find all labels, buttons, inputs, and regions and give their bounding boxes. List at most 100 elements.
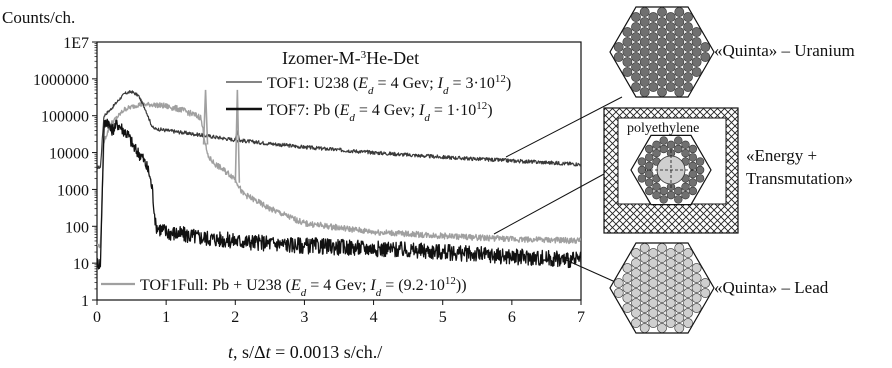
fuel-rod	[657, 323, 667, 333]
fuel-rod	[683, 52, 693, 62]
fuel-rod	[695, 165, 705, 175]
label-energy-transmutation-2: Transmutation»	[746, 169, 853, 188]
fuel-rod	[644, 153, 654, 162]
pointer-lead	[565, 259, 623, 286]
legend-tof1: TOF1: U238 (Ed = 4 Gev; Id = 3·1012)	[267, 73, 511, 97]
fuel-rod	[681, 191, 690, 200]
fuel-rod	[665, 82, 676, 92]
fuel-rod	[622, 303, 633, 313]
fuel-rod	[657, 243, 667, 253]
fuel-rod	[622, 273, 633, 283]
fuel-rod	[665, 308, 676, 318]
fuel-rod	[648, 42, 659, 52]
fuel-rod	[657, 57, 667, 67]
fuel-rod	[674, 67, 685, 77]
spike-2	[234, 89, 241, 183]
fuel-rod	[657, 17, 667, 27]
fuel-rod	[681, 140, 690, 150]
fuel-rod	[639, 313, 650, 323]
label-quinta-lead: «Quinta» – Lead	[714, 278, 829, 297]
fuel-rod	[665, 52, 676, 62]
fuel-rod	[659, 144, 668, 154]
fuel-rod	[657, 7, 667, 17]
y-axis-label: Counts/ch.	[2, 8, 75, 27]
fuel-rod	[674, 323, 685, 333]
fuel-rod	[691, 27, 702, 37]
fuel-rod	[665, 278, 676, 288]
fuel-rod	[613, 52, 624, 62]
fuel-rod	[631, 248, 641, 258]
fuel-rod	[683, 62, 693, 72]
fuel-rod	[695, 174, 705, 183]
fuel-rod	[681, 182, 690, 192]
spike-0	[202, 89, 209, 145]
fuel-rod	[666, 191, 676, 200]
fuel-rod	[652, 191, 661, 200]
x-ticks: 0 1 2 3 4 5 6 7	[93, 300, 585, 326]
series-line-0	[97, 90, 581, 170]
fuel-rod	[657, 303, 667, 313]
fuel-rod	[691, 37, 702, 47]
fuel-rod	[639, 37, 650, 47]
x-tick-label: 6	[508, 309, 516, 326]
quinta-lead-diagram	[609, 242, 715, 334]
label-quinta-uranium: «Quinta» – Uranium	[714, 41, 855, 60]
fuel-rod	[674, 57, 685, 67]
fuel-rod	[639, 293, 650, 303]
fuel-rod	[674, 27, 685, 37]
fuel-rod	[644, 178, 654, 187]
fuel-rod	[657, 87, 667, 97]
fuel-rod	[644, 170, 654, 179]
legend-tof1full-name: TOF1Full: Pb + U238	[140, 277, 282, 294]
fuel-rod	[700, 288, 711, 298]
legend-tof1-name: TOF1: U238	[267, 75, 349, 92]
fuel-rod	[665, 32, 676, 42]
x-tick-label: 1	[162, 309, 170, 326]
fuel-rod	[648, 298, 659, 308]
fuel-rod	[639, 263, 650, 273]
fuel-rod	[688, 186, 697, 196]
fuel-rod	[639, 77, 650, 87]
x-tick-label: 3	[300, 309, 308, 326]
legend-tof7: TOF7: Pb (Ed = 4 Gev; Id = 1·1012)	[267, 100, 493, 124]
y-tick-label: 1000	[57, 182, 89, 199]
quinta-uranium-diagram	[609, 6, 715, 98]
fuel-rod	[688, 153, 697, 162]
fuel-rod	[648, 72, 659, 82]
fuel-rod	[688, 170, 697, 179]
fuel-rod	[631, 12, 641, 22]
fuel-rod	[648, 82, 659, 92]
y-tick-label: 1E7	[63, 35, 89, 52]
fuel-rod	[631, 32, 641, 42]
fuel-rod	[631, 42, 641, 52]
fuel-rod	[613, 278, 624, 288]
x-tick-label: 4	[370, 309, 378, 326]
fuel-rod	[648, 308, 659, 318]
fuel-rod	[688, 178, 697, 187]
fuel-rod	[691, 273, 702, 283]
fuel-rod	[683, 22, 693, 32]
fuel-rod	[665, 298, 676, 308]
fuel-rod	[644, 161, 654, 171]
fuel-rod	[639, 253, 650, 263]
fuel-rod	[639, 243, 650, 253]
fuel-rod	[659, 195, 668, 204]
fuel-rod	[622, 27, 633, 37]
fuel-rod	[659, 186, 668, 196]
fuel-rod	[665, 12, 676, 22]
fuel-rod	[683, 258, 693, 268]
fuel-rod	[648, 318, 659, 328]
x-tick-label: 0	[93, 309, 101, 326]
fuel-rod	[631, 288, 641, 298]
fuel-rod	[665, 318, 676, 328]
fuel-rod	[688, 144, 697, 154]
fuel-rod	[622, 37, 633, 47]
fuel-rod	[657, 253, 667, 263]
fuel-rod	[691, 47, 702, 57]
y-tick-label: 10000	[49, 146, 89, 163]
fuel-rod	[700, 52, 711, 62]
fuel-rod	[665, 248, 676, 258]
fuel-rod	[631, 62, 641, 72]
fuel-rod	[613, 42, 624, 52]
